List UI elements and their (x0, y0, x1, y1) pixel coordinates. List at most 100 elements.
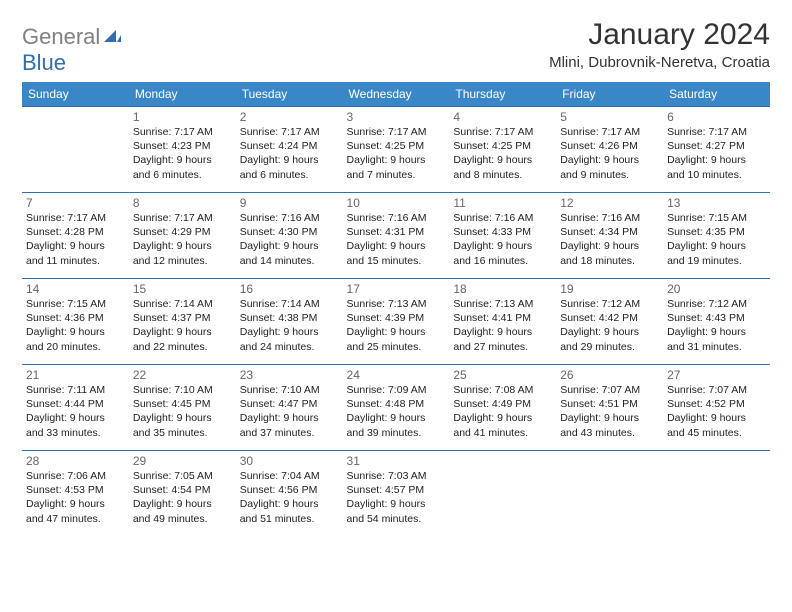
day-number: 19 (560, 282, 659, 296)
day-number: 23 (240, 368, 339, 382)
day-cell: 9Sunrise: 7:16 AMSunset: 4:30 PMDaylight… (236, 192, 343, 278)
day-info: Sunrise: 7:12 AMSunset: 4:43 PMDaylight:… (667, 297, 766, 354)
day-cell: 3Sunrise: 7:17 AMSunset: 4:25 PMDaylight… (343, 106, 450, 192)
day-number: 26 (560, 368, 659, 382)
day-info: Sunrise: 7:12 AMSunset: 4:42 PMDaylight:… (560, 297, 659, 354)
day-info: Sunrise: 7:15 AMSunset: 4:35 PMDaylight:… (667, 211, 766, 268)
calendar-cell: 18Sunrise: 7:13 AMSunset: 4:41 PMDayligh… (449, 278, 556, 364)
day-cell: 11Sunrise: 7:16 AMSunset: 4:33 PMDayligh… (449, 192, 556, 278)
day-cell: 25Sunrise: 7:08 AMSunset: 4:49 PMDayligh… (449, 364, 556, 450)
calendar-cell: 27Sunrise: 7:07 AMSunset: 4:52 PMDayligh… (663, 364, 770, 450)
day-info: Sunrise: 7:04 AMSunset: 4:56 PMDaylight:… (240, 469, 339, 526)
day-cell: 5Sunrise: 7:17 AMSunset: 4:26 PMDaylight… (556, 106, 663, 192)
day-info: Sunrise: 7:17 AMSunset: 4:23 PMDaylight:… (133, 125, 232, 182)
day-info: Sunrise: 7:14 AMSunset: 4:38 PMDaylight:… (240, 297, 339, 354)
calendar-week-row: 7Sunrise: 7:17 AMSunset: 4:28 PMDaylight… (22, 192, 770, 278)
day-info: Sunrise: 7:17 AMSunset: 4:24 PMDaylight:… (240, 125, 339, 182)
month-title: January 2024 (549, 18, 770, 52)
calendar-cell: 28Sunrise: 7:06 AMSunset: 4:53 PMDayligh… (22, 450, 129, 536)
title-block: January 2024 Mlini, Dubrovnik-Neretva, C… (549, 18, 770, 71)
calendar-cell: 5Sunrise: 7:17 AMSunset: 4:26 PMDaylight… (556, 106, 663, 192)
day-info: Sunrise: 7:16 AMSunset: 4:30 PMDaylight:… (240, 211, 339, 268)
day-number: 20 (667, 282, 766, 296)
weekday-header: Saturday (663, 82, 770, 106)
calendar-cell: 30Sunrise: 7:04 AMSunset: 4:56 PMDayligh… (236, 450, 343, 536)
weekday-header: Thursday (449, 82, 556, 106)
logo-text-gray: General (22, 24, 100, 49)
day-number: 9 (240, 196, 339, 210)
day-cell: 30Sunrise: 7:04 AMSunset: 4:56 PMDayligh… (236, 450, 343, 536)
calendar-cell: 11Sunrise: 7:16 AMSunset: 4:33 PMDayligh… (449, 192, 556, 278)
day-number: 25 (453, 368, 552, 382)
day-number: 24 (347, 368, 446, 382)
calendar-page: General Blue January 2024 Mlini, Dubrovn… (0, 0, 792, 546)
day-cell: 7Sunrise: 7:17 AMSunset: 4:28 PMDaylight… (22, 192, 129, 278)
day-number: 7 (26, 196, 125, 210)
day-number: 12 (560, 196, 659, 210)
calendar-cell: 8Sunrise: 7:17 AMSunset: 4:29 PMDaylight… (129, 192, 236, 278)
calendar-cell: 23Sunrise: 7:10 AMSunset: 4:47 PMDayligh… (236, 364, 343, 450)
day-info: Sunrise: 7:14 AMSunset: 4:37 PMDaylight:… (133, 297, 232, 354)
calendar-cell: 21Sunrise: 7:11 AMSunset: 4:44 PMDayligh… (22, 364, 129, 450)
day-number: 11 (453, 196, 552, 210)
logo-text: General Blue (22, 24, 122, 76)
calendar-cell: 12Sunrise: 7:16 AMSunset: 4:34 PMDayligh… (556, 192, 663, 278)
day-info: Sunrise: 7:17 AMSunset: 4:29 PMDaylight:… (133, 211, 232, 268)
day-number: 10 (347, 196, 446, 210)
calendar-cell (449, 450, 556, 536)
calendar-cell: 13Sunrise: 7:15 AMSunset: 4:35 PMDayligh… (663, 192, 770, 278)
day-cell: 14Sunrise: 7:15 AMSunset: 4:36 PMDayligh… (22, 278, 129, 364)
day-cell: 15Sunrise: 7:14 AMSunset: 4:37 PMDayligh… (129, 278, 236, 364)
day-number: 3 (347, 110, 446, 124)
day-number: 28 (26, 454, 125, 468)
day-cell: 12Sunrise: 7:16 AMSunset: 4:34 PMDayligh… (556, 192, 663, 278)
calendar-week-row: 1Sunrise: 7:17 AMSunset: 4:23 PMDaylight… (22, 106, 770, 192)
day-cell: 18Sunrise: 7:13 AMSunset: 4:41 PMDayligh… (449, 278, 556, 364)
calendar-cell: 24Sunrise: 7:09 AMSunset: 4:48 PMDayligh… (343, 364, 450, 450)
day-cell: 6Sunrise: 7:17 AMSunset: 4:27 PMDaylight… (663, 106, 770, 192)
day-cell: 19Sunrise: 7:12 AMSunset: 4:42 PMDayligh… (556, 278, 663, 364)
day-info: Sunrise: 7:09 AMSunset: 4:48 PMDaylight:… (347, 383, 446, 440)
day-number: 30 (240, 454, 339, 468)
day-number: 14 (26, 282, 125, 296)
day-number: 17 (347, 282, 446, 296)
day-info: Sunrise: 7:11 AMSunset: 4:44 PMDaylight:… (26, 383, 125, 440)
day-info: Sunrise: 7:10 AMSunset: 4:45 PMDaylight:… (133, 383, 232, 440)
day-number: 22 (133, 368, 232, 382)
calendar-cell: 14Sunrise: 7:15 AMSunset: 4:36 PMDayligh… (22, 278, 129, 364)
day-info: Sunrise: 7:06 AMSunset: 4:53 PMDaylight:… (26, 469, 125, 526)
day-cell: 20Sunrise: 7:12 AMSunset: 4:43 PMDayligh… (663, 278, 770, 364)
day-cell: 4Sunrise: 7:17 AMSunset: 4:25 PMDaylight… (449, 106, 556, 192)
day-info: Sunrise: 7:17 AMSunset: 4:25 PMDaylight:… (347, 125, 446, 182)
day-info: Sunrise: 7:17 AMSunset: 4:28 PMDaylight:… (26, 211, 125, 268)
calendar-cell: 17Sunrise: 7:13 AMSunset: 4:39 PMDayligh… (343, 278, 450, 364)
day-cell: 29Sunrise: 7:05 AMSunset: 4:54 PMDayligh… (129, 450, 236, 536)
day-info: Sunrise: 7:15 AMSunset: 4:36 PMDaylight:… (26, 297, 125, 354)
calendar-cell: 15Sunrise: 7:14 AMSunset: 4:37 PMDayligh… (129, 278, 236, 364)
day-info: Sunrise: 7:13 AMSunset: 4:39 PMDaylight:… (347, 297, 446, 354)
empty-cell (556, 450, 663, 536)
calendar-cell: 22Sunrise: 7:10 AMSunset: 4:45 PMDayligh… (129, 364, 236, 450)
calendar-cell: 19Sunrise: 7:12 AMSunset: 4:42 PMDayligh… (556, 278, 663, 364)
day-number: 2 (240, 110, 339, 124)
day-info: Sunrise: 7:17 AMSunset: 4:26 PMDaylight:… (560, 125, 659, 182)
day-info: Sunrise: 7:17 AMSunset: 4:25 PMDaylight:… (453, 125, 552, 182)
calendar-cell: 9Sunrise: 7:16 AMSunset: 4:30 PMDaylight… (236, 192, 343, 278)
day-cell: 27Sunrise: 7:07 AMSunset: 4:52 PMDayligh… (663, 364, 770, 450)
calendar-cell: 6Sunrise: 7:17 AMSunset: 4:27 PMDaylight… (663, 106, 770, 192)
weekday-header: Sunday (22, 82, 129, 106)
calendar-table: SundayMondayTuesdayWednesdayThursdayFrid… (22, 82, 770, 536)
weekday-header: Tuesday (236, 82, 343, 106)
calendar-cell: 1Sunrise: 7:17 AMSunset: 4:23 PMDaylight… (129, 106, 236, 192)
calendar-cell: 16Sunrise: 7:14 AMSunset: 4:38 PMDayligh… (236, 278, 343, 364)
day-number: 13 (667, 196, 766, 210)
day-number: 21 (26, 368, 125, 382)
calendar-cell: 3Sunrise: 7:17 AMSunset: 4:25 PMDaylight… (343, 106, 450, 192)
day-number: 31 (347, 454, 446, 468)
day-cell: 21Sunrise: 7:11 AMSunset: 4:44 PMDayligh… (22, 364, 129, 450)
calendar-cell: 10Sunrise: 7:16 AMSunset: 4:31 PMDayligh… (343, 192, 450, 278)
day-number: 5 (560, 110, 659, 124)
day-cell: 24Sunrise: 7:09 AMSunset: 4:48 PMDayligh… (343, 364, 450, 450)
calendar-cell (663, 450, 770, 536)
day-info: Sunrise: 7:05 AMSunset: 4:54 PMDaylight:… (133, 469, 232, 526)
